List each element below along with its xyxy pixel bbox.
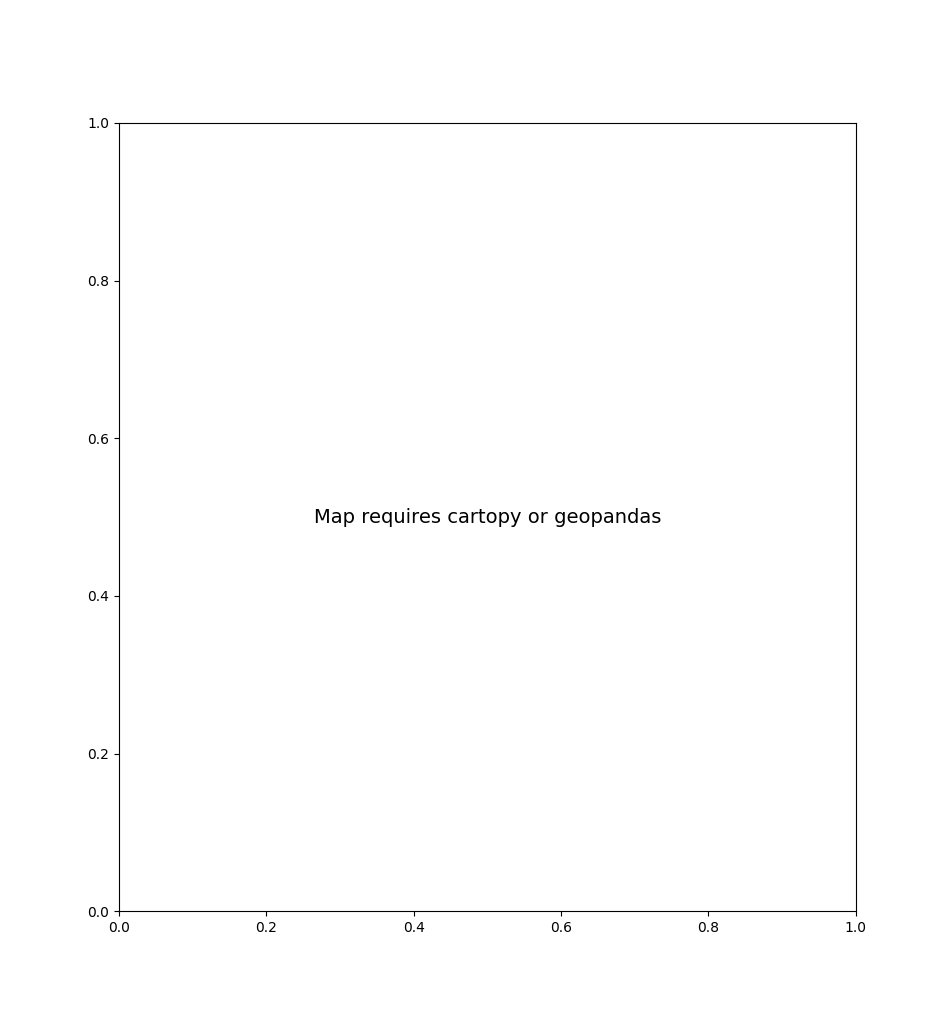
Text: Map requires cartopy or geopandas: Map requires cartopy or geopandas bbox=[314, 508, 661, 526]
